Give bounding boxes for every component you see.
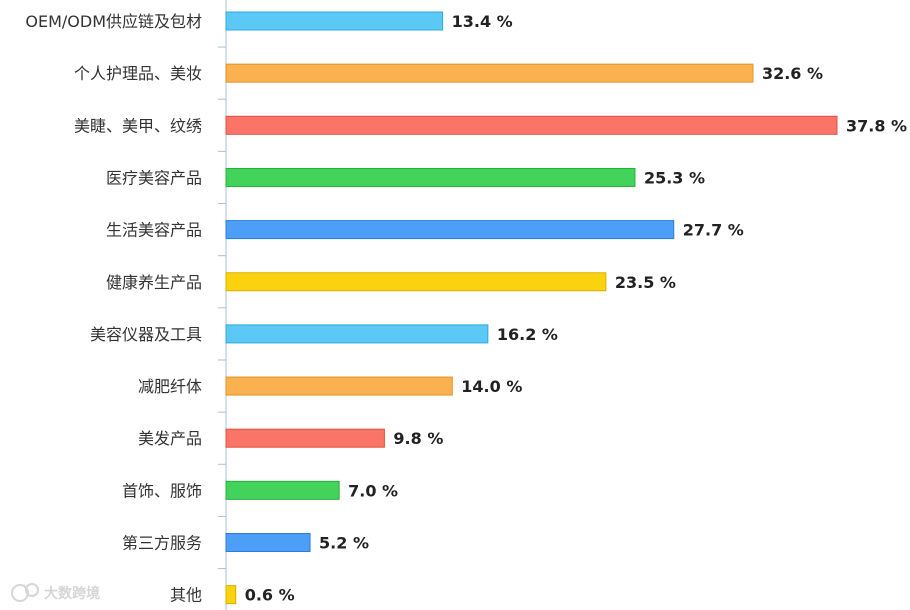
watermark: 大数跨境 — [11, 583, 100, 602]
value-label: 9.8 % — [393, 429, 443, 448]
value-label: 5.2 % — [319, 534, 369, 553]
value-label: 32.6 % — [762, 64, 823, 83]
chat-bubble-icon — [25, 583, 39, 597]
value-label: 27.7 % — [683, 221, 744, 240]
bar[interactable] — [225, 11, 444, 31]
value-label: 13.4 % — [452, 12, 513, 31]
category-label: 健康养生产品 — [106, 273, 202, 292]
bar[interactable] — [225, 272, 607, 292]
bar[interactable] — [225, 220, 675, 240]
category-label: 医疗美容产品 — [106, 168, 202, 187]
bar[interactable] — [225, 428, 385, 448]
category-label: 美睫、美甲、纹绣 — [74, 116, 202, 135]
category-label: OEM/ODM供应链及包材 — [25, 12, 202, 31]
category-label: 生活美容产品 — [106, 221, 202, 240]
category-label: 首饰、服饰 — [122, 481, 202, 500]
chat-bubble-icon — [11, 584, 29, 602]
value-label: 37.8 % — [846, 116, 907, 135]
watermark-text: 大数跨境 — [44, 585, 100, 602]
bar[interactable] — [225, 167, 636, 187]
bar[interactable] — [225, 533, 311, 552]
category-label: 减肥纤体 — [138, 377, 202, 396]
bar[interactable] — [225, 115, 838, 135]
bar[interactable] — [225, 324, 489, 344]
bar[interactable] — [225, 480, 340, 500]
bar[interactable] — [225, 585, 237, 605]
category-label: 其他 — [170, 586, 202, 605]
value-label: 25.3 % — [644, 168, 705, 187]
bar[interactable] — [225, 63, 754, 83]
value-label: 0.6 % — [245, 586, 295, 605]
category-label: 第三方服务 — [122, 534, 202, 553]
category-label: 美发产品 — [138, 429, 202, 448]
category-label: 个人护理品、美妆 — [74, 64, 202, 83]
value-label: 14.0 % — [461, 377, 522, 396]
bar[interactable] — [225, 376, 453, 396]
value-label: 16.2 % — [497, 325, 558, 344]
value-label: 23.5 % — [615, 273, 676, 292]
value-label: 7.0 % — [348, 481, 398, 500]
category-label: 美容仪器及工具 — [90, 325, 202, 344]
